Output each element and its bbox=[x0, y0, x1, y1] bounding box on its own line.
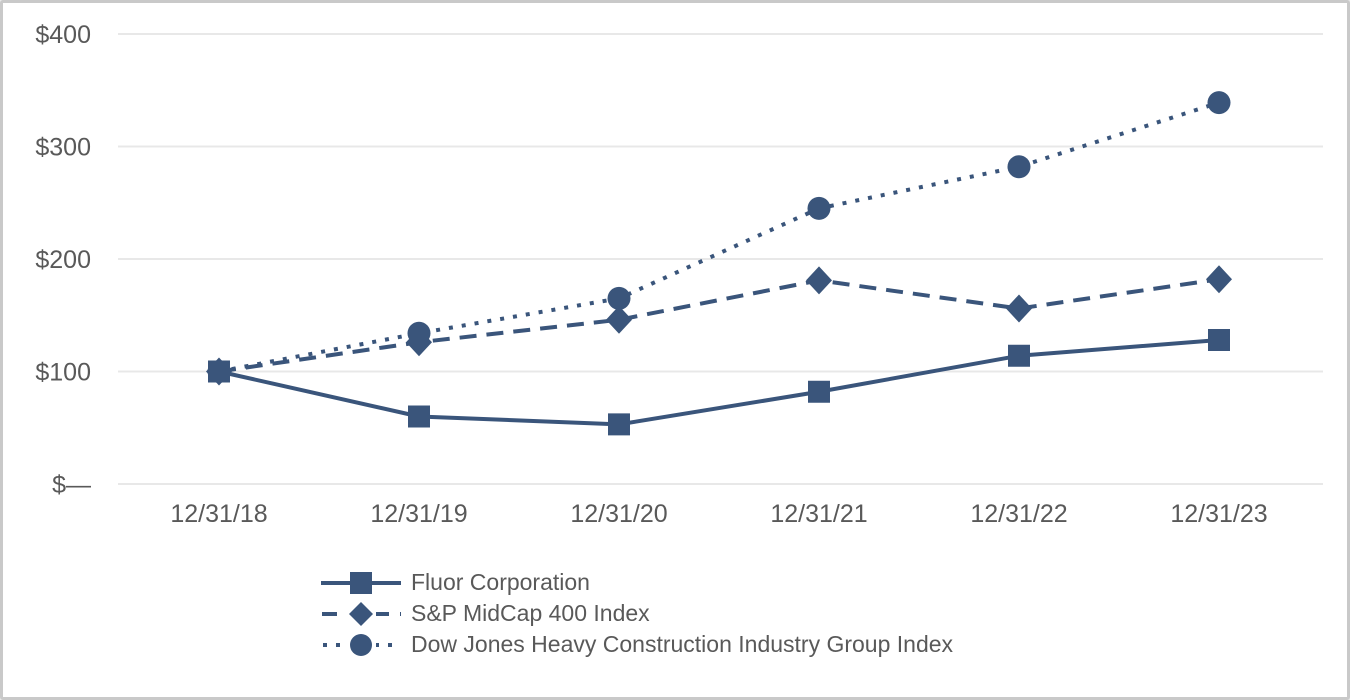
marker-square bbox=[1208, 329, 1230, 351]
x-axis-tick-label: 12/31/22 bbox=[970, 500, 1067, 528]
series-line-circle bbox=[218, 100, 1220, 374]
legend-label-fluor: Fluor Corporation bbox=[411, 569, 590, 595]
dotted-line-circle-marker-icon bbox=[323, 630, 401, 659]
marker-circle bbox=[1207, 91, 1231, 115]
x-axis-tick-label: 12/31/23 bbox=[1170, 500, 1267, 528]
series-line-square bbox=[218, 338, 1220, 427]
marker-circle bbox=[407, 321, 431, 345]
marker-square bbox=[1008, 344, 1030, 367]
marker-square bbox=[208, 360, 230, 383]
y-axis-tick-label: $100 bbox=[35, 359, 91, 387]
y-axis-tick-label: $400 bbox=[35, 21, 91, 49]
marker-circle bbox=[807, 196, 831, 220]
marker-square bbox=[408, 405, 430, 428]
marker-square bbox=[808, 380, 830, 403]
legend-item-sp-midcap: S&P MidCap 400 Index bbox=[321, 599, 1347, 628]
y-axis-tick-label: $— bbox=[52, 471, 91, 499]
marker-circle bbox=[1007, 155, 1031, 179]
marker-diamond bbox=[1006, 294, 1032, 323]
marker-circle bbox=[607, 286, 631, 310]
y-axis-tick-label: $200 bbox=[35, 246, 91, 274]
dashed-line-diamond-marker-icon bbox=[321, 599, 401, 628]
chart-legend: Fluor Corporation S&P MidCap 400 Index D… bbox=[321, 568, 1347, 659]
series-line-diamond bbox=[218, 277, 1220, 374]
y-axis-tick-label: $300 bbox=[35, 134, 91, 162]
x-axis-tick-label: 12/31/21 bbox=[770, 500, 867, 528]
performance-line-chart: $— $100 $200 $300 $400 12/31/18 12/31/19 12/31/… bbox=[35, 21, 1323, 528]
legend-item-fluor: Fluor Corporation bbox=[321, 568, 1347, 597]
marker-diamond bbox=[806, 266, 832, 295]
legend-label-dow-jones: Dow Jones Heavy Construction Industry Gr… bbox=[411, 631, 954, 657]
x-axis-tick-label: 12/31/19 bbox=[370, 500, 467, 528]
marker-diamond bbox=[1206, 265, 1232, 294]
legend-label-sp-midcap: S&P MidCap 400 Index bbox=[411, 600, 650, 626]
x-axis-tick-label: 12/31/18 bbox=[170, 500, 267, 528]
legend-item-dow-jones: Dow Jones Heavy Construction Industry Gr… bbox=[321, 630, 1347, 659]
marker-square bbox=[608, 413, 630, 436]
solid-line-square-marker-icon bbox=[321, 571, 401, 594]
x-axis-tick-label: 12/31/20 bbox=[570, 500, 667, 528]
marker-diamond bbox=[606, 305, 632, 334]
